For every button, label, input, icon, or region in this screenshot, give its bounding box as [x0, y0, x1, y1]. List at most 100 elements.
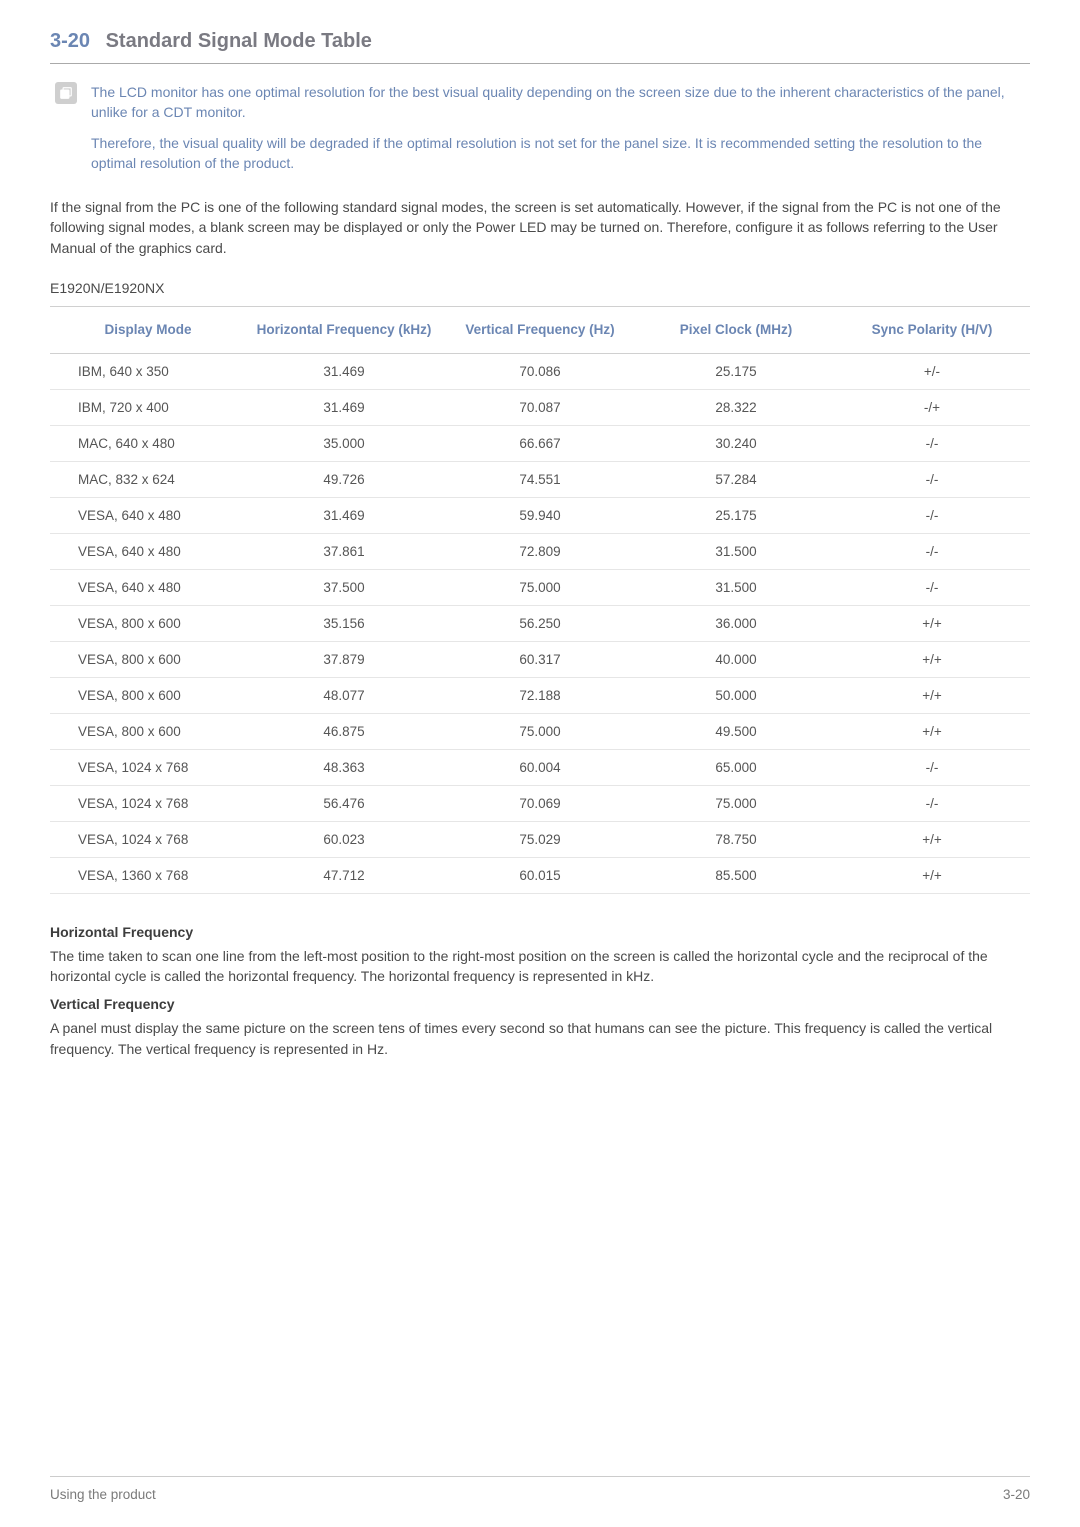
table-cell: -/- [834, 533, 1030, 569]
table-cell: -/- [834, 461, 1030, 497]
table-row: VESA, 800 x 60048.07772.18850.000+/+ [50, 677, 1030, 713]
table-row: VESA, 1024 x 76856.47670.06975.000-/- [50, 785, 1030, 821]
table-cell: 75.000 [442, 569, 638, 605]
vf-title: Vertical Frequency [50, 996, 1030, 1012]
table-cell: 48.363 [246, 749, 442, 785]
table-cell: 70.069 [442, 785, 638, 821]
table-cell: 49.726 [246, 461, 442, 497]
table-cell: 60.317 [442, 641, 638, 677]
table-cell: 31.500 [638, 533, 834, 569]
table-cell: VESA, 1360 x 768 [50, 857, 246, 893]
table-cell: VESA, 1024 x 768 [50, 785, 246, 821]
table-cell: 74.551 [442, 461, 638, 497]
col-display-mode: Display Mode [50, 307, 246, 354]
note-paragraph-2: Therefore, the visual quality will be de… [91, 133, 1030, 174]
table-cell: +/- [834, 353, 1030, 389]
table-cell: VESA, 1024 x 768 [50, 749, 246, 785]
table-header-row: Display Mode Horizontal Frequency (kHz) … [50, 307, 1030, 354]
table-cell: 72.809 [442, 533, 638, 569]
table-cell: 37.500 [246, 569, 442, 605]
table-cell: 78.750 [638, 821, 834, 857]
table-cell: 70.086 [442, 353, 638, 389]
table-cell: 31.469 [246, 389, 442, 425]
table-cell: 25.175 [638, 353, 834, 389]
table-cell: +/+ [834, 821, 1030, 857]
table-row: VESA, 1024 x 76860.02375.02978.750+/+ [50, 821, 1030, 857]
note-paragraph-1: The LCD monitor has one optimal resoluti… [91, 82, 1030, 123]
table-cell: 48.077 [246, 677, 442, 713]
table-cell: 31.469 [246, 353, 442, 389]
table-cell: 35.156 [246, 605, 442, 641]
vf-body: A panel must display the same picture on… [50, 1018, 1030, 1059]
table-cell: 30.240 [638, 425, 834, 461]
hf-body: The time taken to scan one line from the… [50, 946, 1030, 987]
table-cell: 75.000 [442, 713, 638, 749]
section-title: Standard Signal Mode Table [106, 30, 372, 52]
table-cell: 28.322 [638, 389, 834, 425]
table-cell: 49.500 [638, 713, 834, 749]
table-cell: 31.500 [638, 569, 834, 605]
table-cell: IBM, 640 x 350 [50, 353, 246, 389]
table-cell: 85.500 [638, 857, 834, 893]
table-cell: 60.004 [442, 749, 638, 785]
table-row: MAC, 640 x 48035.00066.66730.240-/- [50, 425, 1030, 461]
table-cell: VESA, 1024 x 768 [50, 821, 246, 857]
table-cell: 56.476 [246, 785, 442, 821]
table-cell: -/- [834, 569, 1030, 605]
col-horizontal-freq: Horizontal Frequency (kHz) [246, 307, 442, 354]
table-cell: 75.029 [442, 821, 638, 857]
table-cell: -/- [834, 749, 1030, 785]
table-cell: 75.000 [638, 785, 834, 821]
table-cell: 46.875 [246, 713, 442, 749]
note-block: The LCD monitor has one optimal resoluti… [50, 82, 1030, 183]
section-number: 3-20 [50, 30, 90, 52]
table-cell: -/- [834, 425, 1030, 461]
table-cell: 66.667 [442, 425, 638, 461]
table-cell: VESA, 800 x 600 [50, 713, 246, 749]
table-row: VESA, 1024 x 76848.36360.00465.000-/- [50, 749, 1030, 785]
table-cell: 60.015 [442, 857, 638, 893]
col-pixel-clock: Pixel Clock (MHz) [638, 307, 834, 354]
table-cell: 56.250 [442, 605, 638, 641]
definitions: Horizontal Frequency The time taken to s… [50, 924, 1030, 1059]
table-cell: 47.712 [246, 857, 442, 893]
intro-paragraph: If the signal from the PC is one of the … [50, 197, 1030, 258]
table-cell: 72.188 [442, 677, 638, 713]
table-cell: -/- [834, 785, 1030, 821]
footer-right: 3-20 [1003, 1487, 1030, 1502]
footer-left: Using the product [50, 1487, 156, 1502]
model-label: E1920N/E1920NX [50, 280, 1030, 296]
table-cell: 60.023 [246, 821, 442, 857]
table-row: MAC, 832 x 62449.72674.55157.284-/- [50, 461, 1030, 497]
table-cell: MAC, 640 x 480 [50, 425, 246, 461]
table-cell: VESA, 640 x 480 [50, 497, 246, 533]
table-row: VESA, 640 x 48037.86172.80931.500-/- [50, 533, 1030, 569]
table-row: VESA, 800 x 60046.87575.00049.500+/+ [50, 713, 1030, 749]
table-row: VESA, 640 x 48037.50075.00031.500-/- [50, 569, 1030, 605]
table-cell: 70.087 [442, 389, 638, 425]
col-vertical-freq: Vertical Frequency (Hz) [442, 307, 638, 354]
col-sync-polarity: Sync Polarity (H/V) [834, 307, 1030, 354]
hf-title: Horizontal Frequency [50, 924, 1030, 940]
table-row: VESA, 800 x 60037.87960.31740.000+/+ [50, 641, 1030, 677]
table-cell: +/+ [834, 857, 1030, 893]
note-icon [55, 82, 77, 104]
table-cell: 35.000 [246, 425, 442, 461]
table-row: VESA, 640 x 48031.46959.94025.175-/- [50, 497, 1030, 533]
table-cell: 59.940 [442, 497, 638, 533]
table-cell: VESA, 800 x 600 [50, 677, 246, 713]
table-cell: +/+ [834, 677, 1030, 713]
table-cell: 65.000 [638, 749, 834, 785]
table-cell: MAC, 832 x 624 [50, 461, 246, 497]
table-cell: 31.469 [246, 497, 442, 533]
table-cell: 36.000 [638, 605, 834, 641]
table-cell: +/+ [834, 605, 1030, 641]
table-cell: 50.000 [638, 677, 834, 713]
note-text: The LCD monitor has one optimal resoluti… [91, 82, 1030, 183]
table-cell: -/+ [834, 389, 1030, 425]
page-footer: Using the product 3-20 [50, 1476, 1030, 1502]
table-cell: 37.879 [246, 641, 442, 677]
table-row: IBM, 720 x 40031.46970.08728.322-/+ [50, 389, 1030, 425]
signal-mode-table: Display Mode Horizontal Frequency (kHz) … [50, 306, 1030, 894]
table-cell: VESA, 640 x 480 [50, 569, 246, 605]
